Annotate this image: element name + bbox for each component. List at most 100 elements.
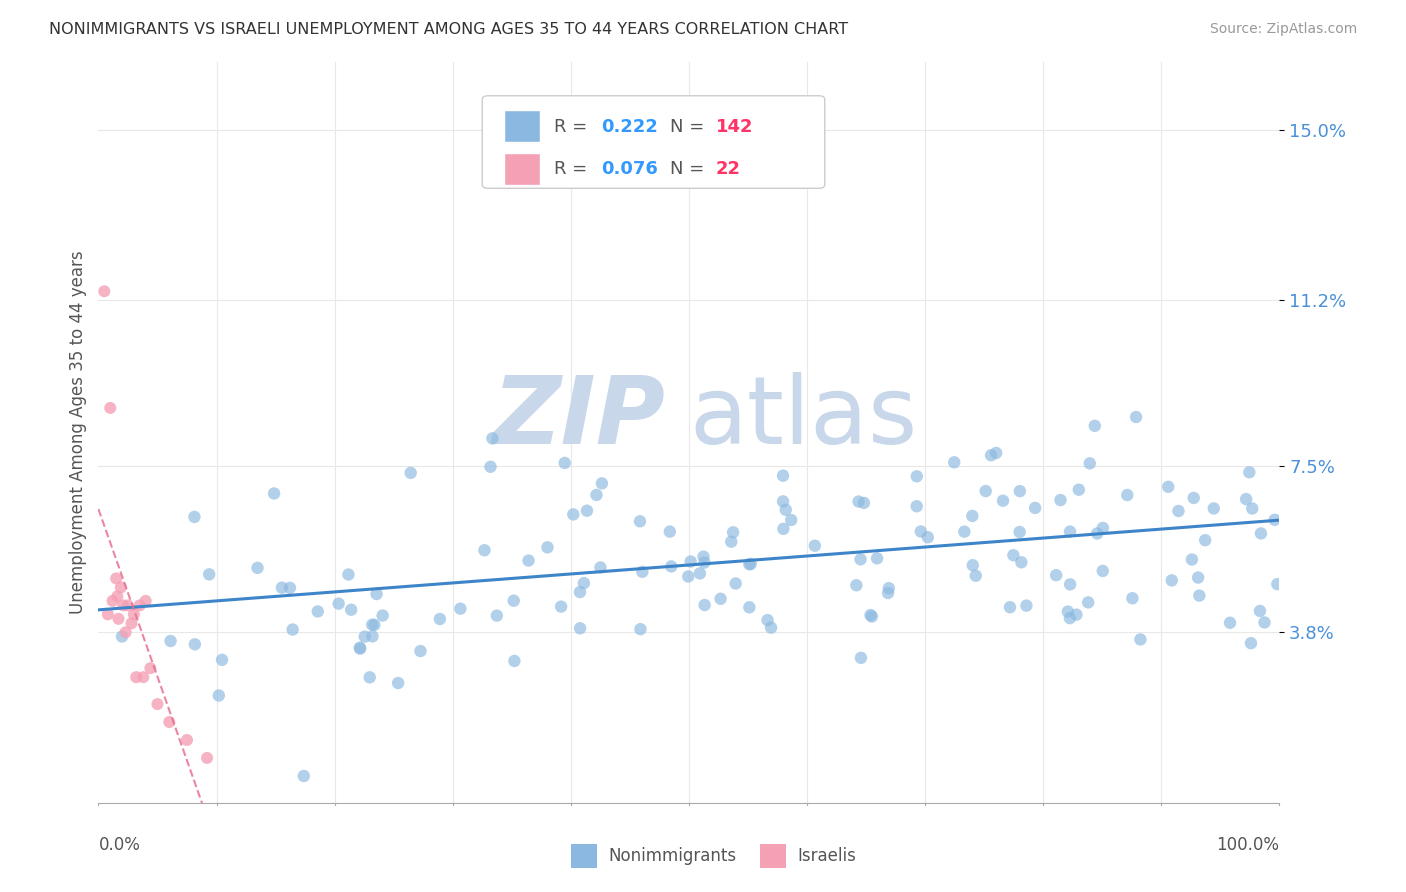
- Point: [724, 576, 747, 591]
- Point: [772, 494, 794, 508]
- Point: [211, 653, 233, 667]
- Point: [328, 597, 350, 611]
- Point: [860, 609, 883, 624]
- Text: 0.0%: 0.0%: [98, 836, 141, 855]
- Point: [772, 468, 794, 483]
- Point: [110, 581, 132, 595]
- Point: [1202, 501, 1225, 516]
- Point: [866, 551, 889, 566]
- Point: [536, 541, 558, 555]
- Point: [135, 594, 157, 608]
- Point: [1002, 548, 1025, 562]
- Point: [1157, 480, 1180, 494]
- Text: NONIMMIGRANTS VS ISRAELI UNEMPLOYMENT AMONG AGES 35 TO 44 YEARS CORRELATION CHAR: NONIMMIGRANTS VS ISRAELI UNEMPLOYMENT AM…: [49, 22, 848, 37]
- Point: [1008, 484, 1031, 499]
- Point: [409, 644, 432, 658]
- Point: [572, 576, 595, 591]
- Point: [1010, 555, 1032, 569]
- Point: [292, 769, 315, 783]
- Point: [965, 568, 987, 582]
- Point: [399, 466, 422, 480]
- Point: [121, 616, 143, 631]
- Point: [366, 587, 388, 601]
- Y-axis label: Unemployment Among Ages 35 to 44 years: Unemployment Among Ages 35 to 44 years: [69, 251, 87, 615]
- Text: N =: N =: [671, 161, 710, 178]
- Point: [157, 714, 180, 729]
- FancyBboxPatch shape: [482, 95, 825, 188]
- Point: [740, 557, 762, 571]
- Point: [111, 630, 134, 644]
- Point: [125, 670, 148, 684]
- Point: [340, 603, 363, 617]
- Point: [449, 601, 471, 615]
- Point: [772, 522, 794, 536]
- Point: [986, 446, 1008, 460]
- Point: [1167, 504, 1189, 518]
- Point: [359, 670, 381, 684]
- Point: [1125, 409, 1147, 424]
- Point: [693, 556, 716, 570]
- Point: [1234, 492, 1257, 507]
- Point: [1265, 577, 1288, 591]
- Point: [562, 508, 585, 522]
- Point: [943, 455, 966, 469]
- FancyBboxPatch shape: [505, 112, 540, 142]
- Point: [132, 670, 155, 684]
- Point: [176, 733, 198, 747]
- Point: [1091, 564, 1114, 578]
- Point: [1160, 574, 1182, 588]
- Point: [1253, 615, 1275, 630]
- Point: [195, 751, 218, 765]
- Point: [159, 634, 181, 648]
- Point: [585, 488, 607, 502]
- Point: [263, 486, 285, 500]
- Point: [1116, 488, 1139, 502]
- Point: [859, 608, 882, 623]
- Point: [659, 559, 682, 574]
- Point: [97, 607, 120, 622]
- Point: [1250, 526, 1272, 541]
- Text: N =: N =: [671, 118, 710, 136]
- Point: [246, 561, 269, 575]
- Point: [1059, 611, 1081, 625]
- Point: [1182, 491, 1205, 505]
- Point: [1077, 595, 1099, 609]
- Point: [1059, 524, 1081, 539]
- Point: [1091, 521, 1114, 535]
- Point: [589, 560, 612, 574]
- Point: [575, 504, 598, 518]
- Point: [738, 600, 761, 615]
- Point: [349, 640, 371, 655]
- Text: atlas: atlas: [689, 372, 917, 464]
- FancyBboxPatch shape: [759, 844, 786, 868]
- Point: [1239, 465, 1261, 479]
- Point: [953, 524, 976, 539]
- Point: [517, 553, 540, 567]
- Point: [270, 581, 292, 595]
- Point: [1066, 607, 1088, 622]
- Point: [112, 599, 135, 613]
- Point: [1024, 500, 1046, 515]
- Point: [568, 585, 591, 599]
- Point: [905, 469, 928, 483]
- Point: [114, 625, 136, 640]
- Point: [877, 586, 900, 600]
- Point: [775, 502, 797, 516]
- Point: [1059, 577, 1081, 591]
- Point: [1264, 513, 1286, 527]
- Point: [93, 285, 115, 299]
- Point: [759, 621, 782, 635]
- Point: [1241, 501, 1264, 516]
- Point: [101, 594, 124, 608]
- Point: [105, 571, 128, 585]
- Point: [1015, 599, 1038, 613]
- Point: [692, 549, 714, 564]
- Point: [1049, 493, 1071, 508]
- Point: [980, 448, 1002, 462]
- Point: [371, 608, 394, 623]
- Point: [1219, 615, 1241, 630]
- Point: [198, 567, 221, 582]
- Point: [117, 599, 139, 613]
- Point: [804, 539, 827, 553]
- Point: [998, 600, 1021, 615]
